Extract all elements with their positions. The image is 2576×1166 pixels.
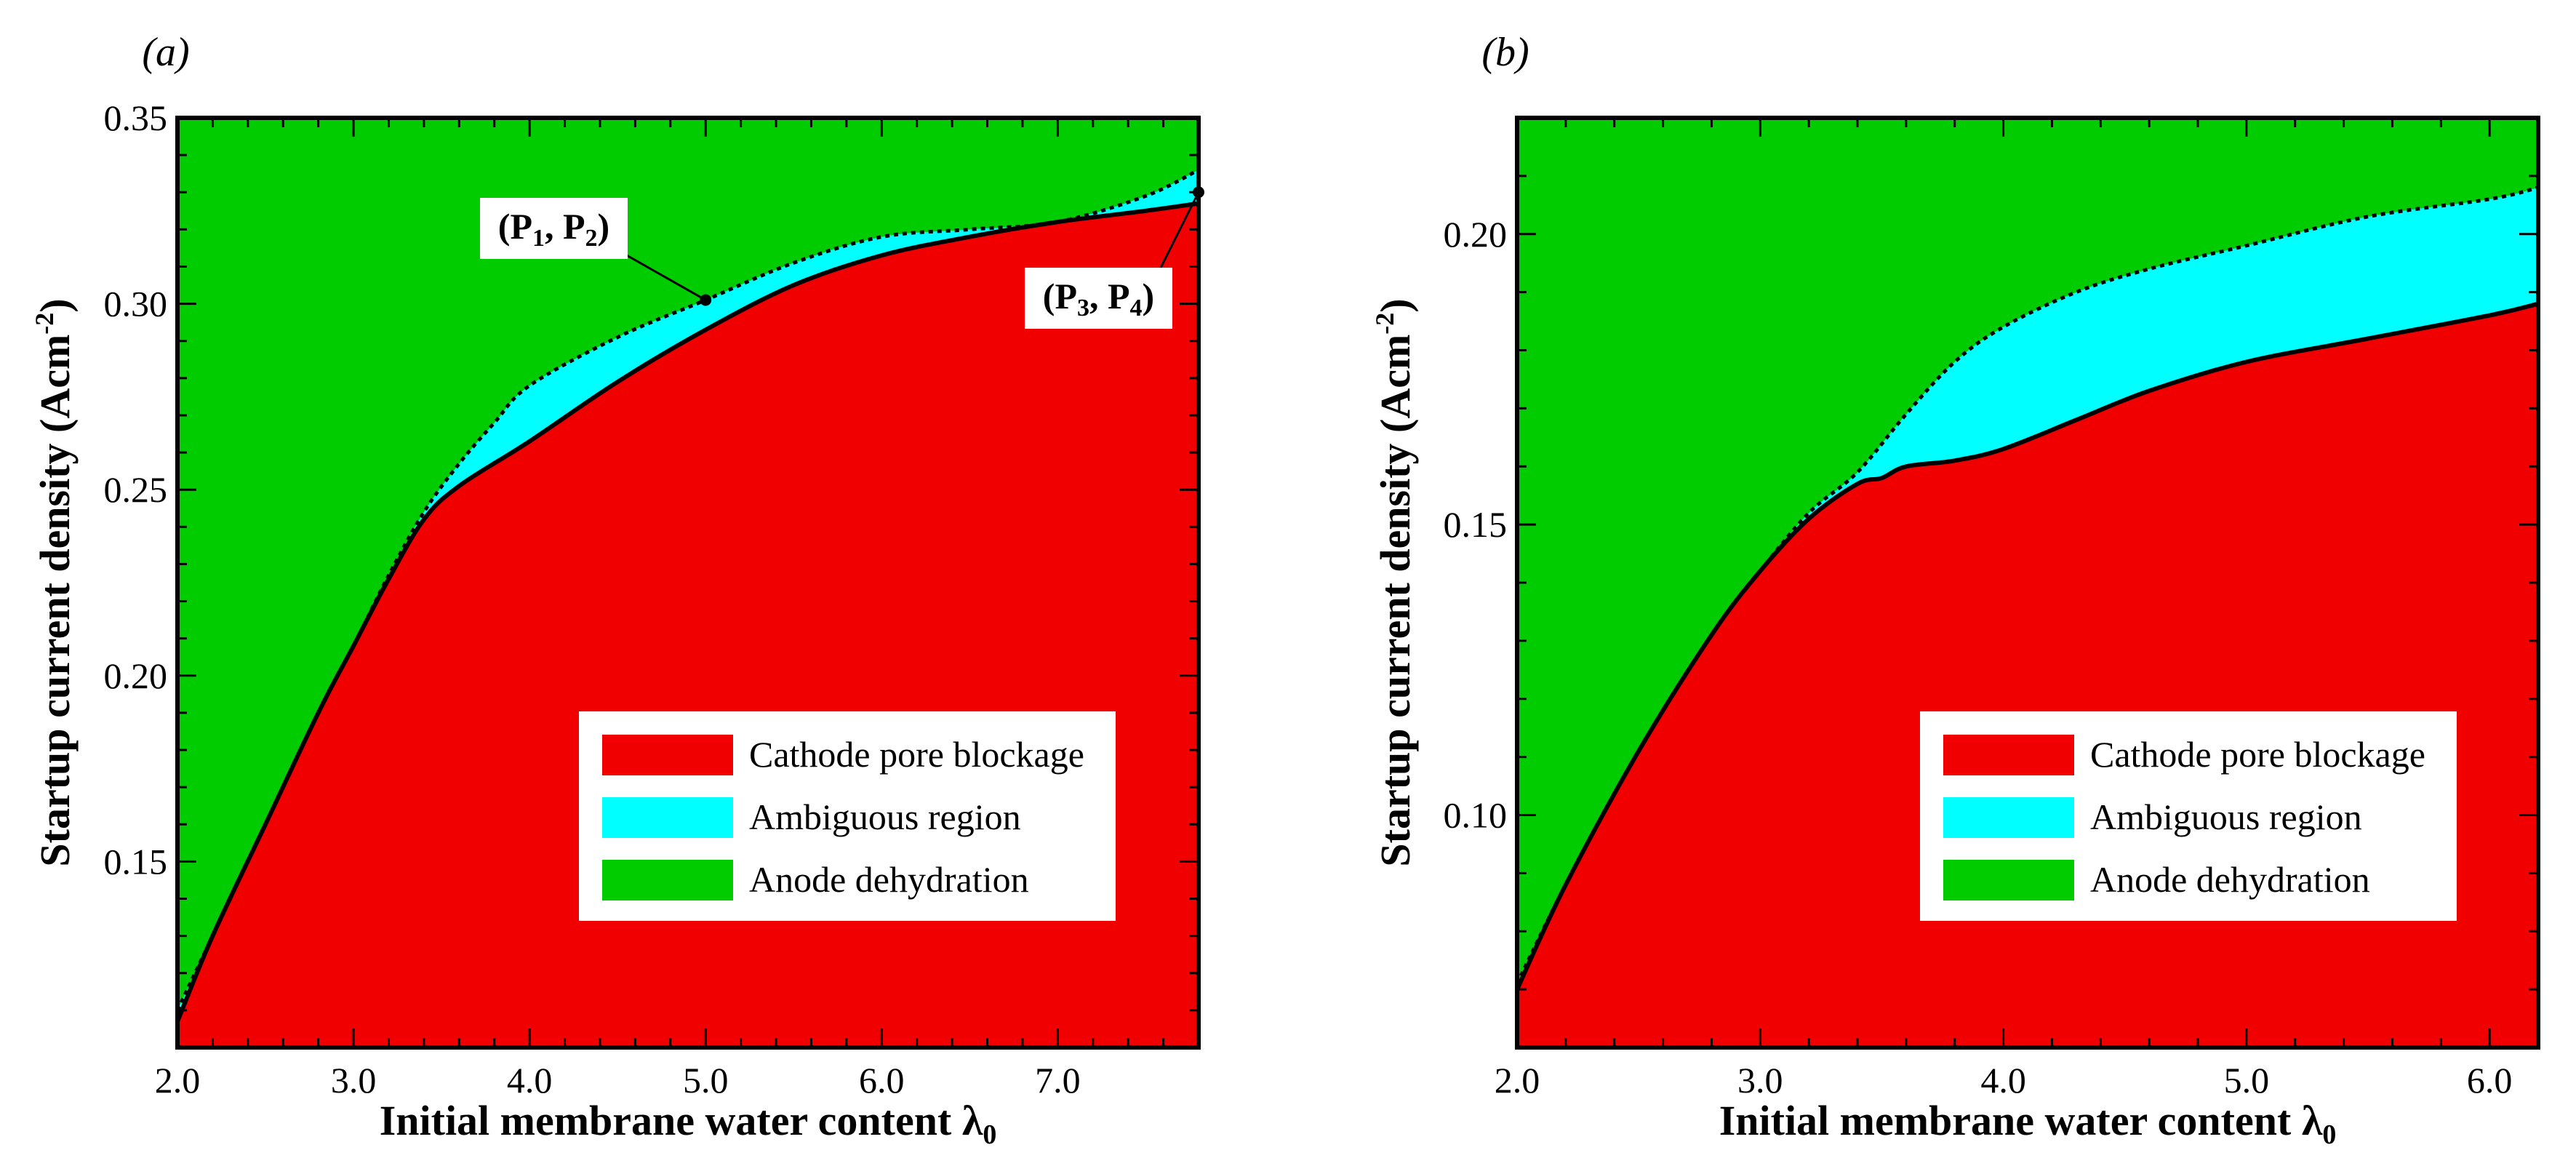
x-tick-label: 4.0 [507, 1060, 553, 1101]
x-axis-title: Initial membrane water content λ0 [1719, 1097, 2337, 1150]
x-axis-title: Initial membrane water content λ0 [380, 1097, 997, 1150]
legend-swatch [1943, 797, 2074, 838]
legend-swatch [602, 797, 733, 838]
axis-ticks [176, 116, 1200, 1049]
annotation-label: (P3, P4) [1043, 276, 1154, 322]
axis-ticks [1516, 116, 2540, 1049]
legend: Cathode pore blockage Ambiguous region Ano… [1920, 711, 2457, 921]
x-tick-label: 2.0 [155, 1060, 201, 1101]
legend-swatch [1943, 735, 2074, 775]
y-tick-label: 0.20 [104, 655, 168, 696]
y-tick-label: 0.15 [104, 841, 168, 882]
legend-label: Ambiguous region [2090, 796, 2362, 837]
x-tick-label: 4.0 [1980, 1060, 2026, 1101]
y-tick-label: 0.20 [1444, 214, 1508, 255]
y-tick-label: 0.15 [1444, 504, 1508, 545]
x-tick-label: 6.0 [859, 1060, 905, 1101]
legend: Cathode pore blockage Ambiguous region Ano… [579, 711, 1116, 921]
annotation-box [480, 198, 628, 259]
y-tick-label: 0.35 [104, 97, 168, 138]
x-tick-label: 2.0 [1495, 1060, 1540, 1101]
legend-swatch [1943, 860, 2074, 901]
annotation-label: (P1, P2) [498, 206, 609, 252]
legend-label: Anode dehydration [2090, 859, 2370, 900]
legend-label: Anode dehydration [749, 859, 1029, 900]
y-tick-label: 0.30 [104, 284, 168, 324]
legend-label: Cathode pore blockage [749, 734, 1084, 775]
y-tick-label: 0.25 [104, 469, 168, 510]
annotation-leader-line [620, 250, 706, 301]
annotation: (P1, P2) [480, 198, 712, 306]
x-tick-label: 3.0 [1737, 1060, 1783, 1101]
x-tick-label: 7.0 [1035, 1060, 1081, 1101]
legend-swatch [602, 735, 733, 775]
annotation-point [700, 294, 712, 306]
y-axis-title: Startup current density (Acm-2) [30, 298, 79, 866]
panel-label: (a) [142, 30, 189, 75]
region-anode-dehydration-overlap [177, 118, 1199, 1010]
y-tick-label: 0.10 [1444, 795, 1508, 836]
x-tick-label: 6.0 [2467, 1060, 2513, 1101]
plot-frame [175, 116, 1201, 1050]
legend-swatch [602, 860, 733, 901]
annotation-leader-line [1156, 191, 1200, 274]
annotation: (P3, P4) [1025, 186, 1204, 329]
annotation-point [1193, 186, 1204, 199]
x-tick-label: 3.0 [331, 1060, 377, 1101]
legend-label: Ambiguous region [749, 796, 1021, 837]
series-line-anode-boundary [1517, 185, 2538, 985]
annotation-box [1025, 268, 1172, 329]
chart-panel-b: 2.0 3.0 4.0 5.0 6.0 0.10 0.15 0.20 Initial membr… [1370, 30, 2540, 1150]
panel-label: (b) [1481, 30, 1529, 75]
legend-label: Cathode pore blockage [2090, 734, 2425, 775]
x-tick-label: 5.0 [2224, 1060, 2270, 1101]
x-tick-label: 5.0 [683, 1060, 729, 1101]
chart-panel-a: 2.0 3.0 4.0 5.0 6.0 7.0 0.15 0.20 0.25 0.30 0.35 In… [30, 30, 1204, 1150]
y-axis-title: Startup current density (Acm-2) [1370, 298, 1419, 866]
